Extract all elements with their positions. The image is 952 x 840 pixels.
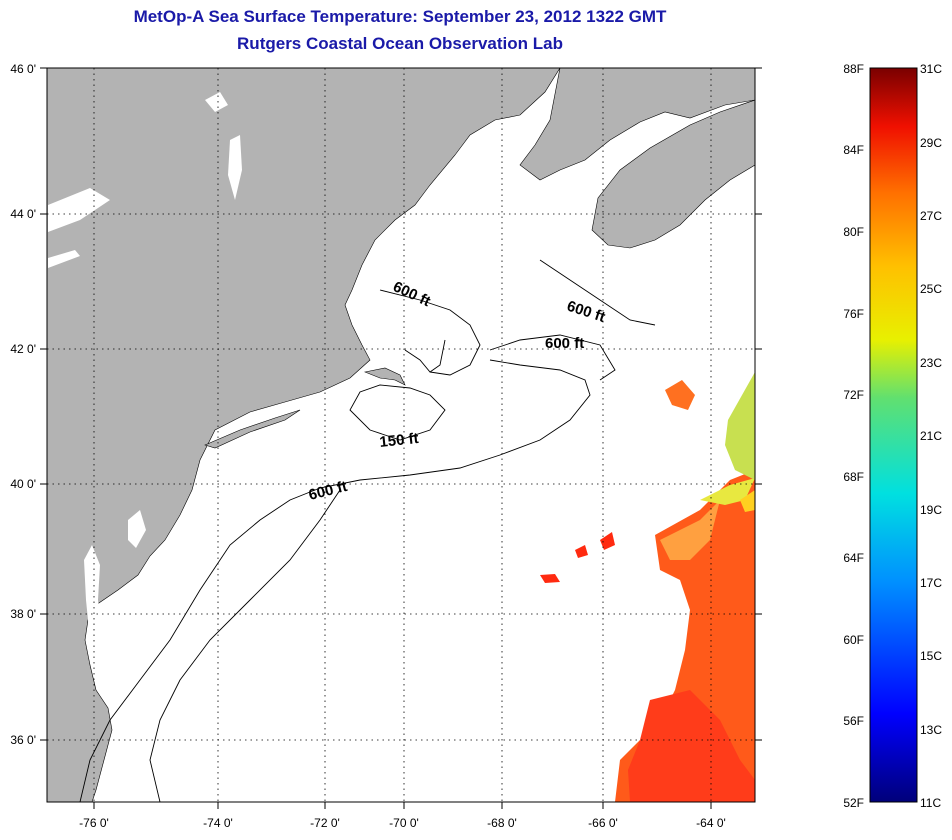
lon-tick-label: -70 0' [389, 816, 419, 830]
colorbar-f-label: 68F [843, 470, 864, 484]
axis-ticks [40, 67, 762, 809]
lat-tick-label: 46 0' [10, 62, 36, 76]
colorbar-c-label: 23C [920, 356, 942, 370]
colorbar-c-label: 19C [920, 503, 942, 517]
land-nova-scotia [591, 99, 755, 249]
colorbar [869, 67, 918, 803]
colorbar-celsius-labels: 31C 29C 27C 25C 23C 21C 19C 17C 15C 13C … [920, 62, 942, 810]
water-chesapeake-bay [84, 545, 112, 700]
colorbar-c-label: 31C [920, 62, 942, 76]
lat-tick-label: 36 0' [10, 733, 36, 747]
colorbar-c-label: 29C [920, 136, 942, 150]
colorbar-c-label: 21C [920, 429, 942, 443]
colorbar-c-label: 11C [920, 796, 941, 810]
colorbar-f-label: 52F [843, 796, 864, 810]
map-subtitle: Rutgers Coastal Ocean Observation Lab [237, 34, 563, 53]
map-title: MetOp-A Sea Surface Temperature: Septemb… [133, 7, 667, 26]
colorbar-f-label: 80F [843, 225, 864, 239]
lat-tick-label: 44 0' [10, 207, 36, 221]
bathymetry-contours [79, 259, 656, 802]
colorbar-c-label: 15C [920, 649, 942, 663]
lake [228, 135, 242, 200]
land-cape-cod [363, 367, 406, 386]
lon-tick-label: -68 0' [487, 816, 517, 830]
colorbar-fahrenheit-labels: 88F 84F 80F 76F 72F 68F 64F 60F 56F 52F [843, 62, 864, 810]
land-new-brunswick [519, 68, 755, 181]
colorbar-c-label: 17C [920, 576, 942, 590]
lon-tick-label: -72 0' [310, 816, 340, 830]
land-mainland [47, 68, 561, 802]
colorbar-c-label: 25C [920, 282, 942, 296]
colorbar-f-label: 72F [843, 388, 864, 402]
lat-tick-label: 40 0' [10, 477, 36, 491]
lat-tick-label: 42 0' [10, 342, 36, 356]
colorbar-c-label: 27C [920, 209, 942, 223]
lon-tick-label: -76 0' [79, 816, 109, 830]
contour-label: 150 ft [379, 430, 420, 451]
water-delaware-bay [128, 510, 146, 548]
lon-tick-label: -66 0' [588, 816, 618, 830]
colorbar-f-label: 88F [843, 62, 864, 76]
colorbar-f-label: 56F [843, 714, 864, 728]
lake [205, 92, 228, 112]
colorbar-f-label: 60F [843, 633, 864, 647]
contour-label: 600 ft [545, 335, 584, 352]
colorbar-f-label: 84F [843, 143, 864, 157]
colorbar-f-label: 64F [843, 551, 864, 565]
graticule [47, 68, 755, 802]
map-frame [46, 67, 756, 803]
sst-data-swath [540, 372, 755, 802]
colorbar-c-label: 13C [920, 723, 942, 737]
lake [48, 188, 110, 232]
lon-tick-label: -74 0' [203, 816, 233, 830]
colorbar-f-label: 76F [843, 307, 864, 321]
lon-tick-label: -64 0' [696, 816, 726, 830]
land-long-island [204, 409, 301, 449]
lat-tick-label: 38 0' [10, 607, 36, 621]
lake [48, 250, 80, 268]
